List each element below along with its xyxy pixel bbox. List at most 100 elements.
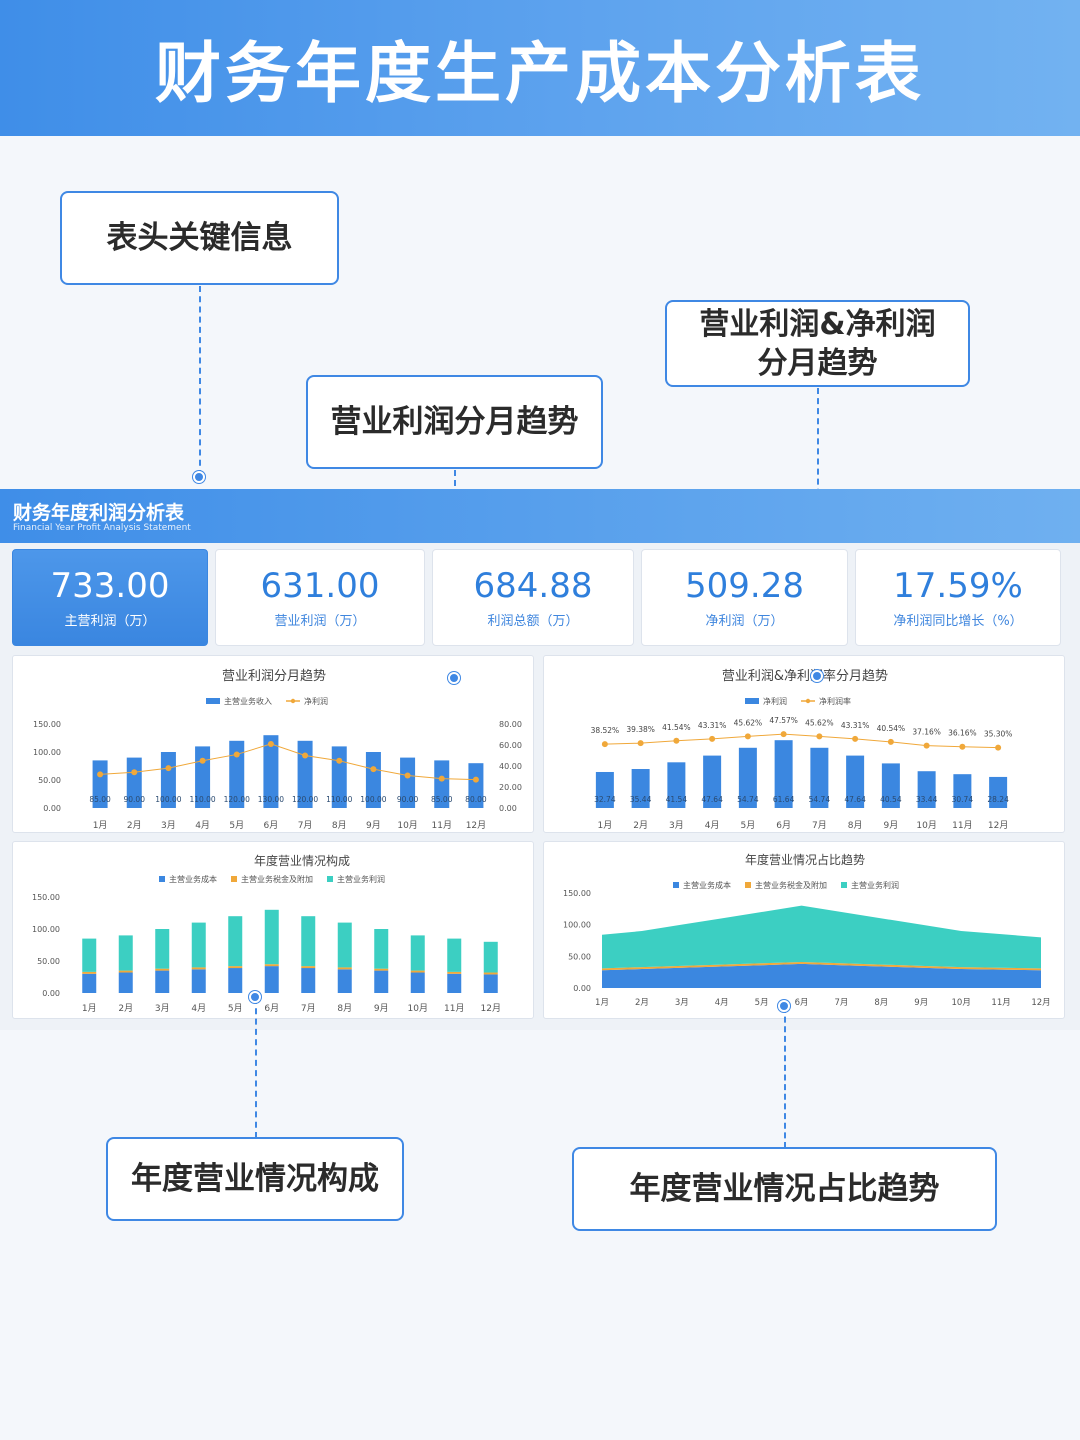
kpi-label: 主营利润（万） xyxy=(64,614,156,629)
kpi-label: 营业利润（万） xyxy=(274,614,366,629)
cost-area xyxy=(602,963,1041,988)
bar xyxy=(468,763,484,808)
bar xyxy=(126,757,142,808)
y-tick-label: 50.00 xyxy=(37,957,60,966)
stacked-bar-segment xyxy=(82,938,97,972)
connector-dot xyxy=(778,1000,790,1012)
line-point xyxy=(472,776,479,783)
kpi-value: 17.59% xyxy=(893,566,1023,606)
connector-line xyxy=(199,286,201,476)
chart-card: 营业利润&净利润率分月趋势 净利润 净利润率 32.74 1月 38.52% 35.44 2月… xyxy=(543,655,1065,833)
stacked-bar-segment xyxy=(337,922,352,968)
bar-value-label: 90.00 xyxy=(124,795,146,804)
line-value-label: 35.30% xyxy=(984,730,1013,739)
y-tick-label: 150.00 xyxy=(32,893,60,902)
chart-title: 营业利润分月趋势 xyxy=(222,668,326,684)
x-tick-label: 8月 xyxy=(848,820,863,831)
callout-header-info: 表头关键信息 xyxy=(60,191,339,285)
banner-title: 财务年度生产成本分析表 xyxy=(155,35,925,112)
bar-value-label: 90.00 xyxy=(397,795,419,804)
y2-tick-label: 60.00 xyxy=(499,741,522,750)
x-tick-label: 2月 xyxy=(118,1003,133,1014)
dashboard-header xyxy=(0,489,1080,543)
connector-line xyxy=(255,998,257,1138)
stacked-bar-segment xyxy=(118,970,133,973)
kpi-label: 净利润（万） xyxy=(705,614,784,629)
y-tick-label: 100.00 xyxy=(33,748,61,757)
chart-card: 营业利润分月趋势 主营业务收入 净利润 150.00 100.00 50.00 0.00 80… xyxy=(12,655,534,833)
line-point xyxy=(302,752,309,759)
bar-value-label: 100.00 xyxy=(360,795,386,804)
line-value-label: 41.54% xyxy=(662,723,691,732)
x-tick-label: 1月 xyxy=(82,1003,97,1014)
line-point xyxy=(601,741,608,748)
line-value-label: 43.31% xyxy=(841,721,870,730)
stacked-bar-segment xyxy=(447,971,462,974)
legend-label: 净利润 xyxy=(304,696,328,706)
kpi-total-profit[interactable]: 684.88 利润总额（万） xyxy=(432,549,634,646)
x-tick-label: 12月 xyxy=(988,820,1008,831)
x-tick-label: 2月 xyxy=(635,998,649,1008)
line-value-label: 37.16% xyxy=(912,728,941,737)
line-point xyxy=(673,737,680,744)
bar-value-label: 41.54 xyxy=(666,795,688,804)
x-tick-label: 4月 xyxy=(195,820,210,831)
legend-label: 主营业务税金及附加 xyxy=(241,874,313,884)
legend-label: 主营业务收入 xyxy=(224,696,272,706)
legend-swatch xyxy=(206,698,220,704)
bar xyxy=(400,757,416,808)
bar xyxy=(160,752,176,808)
stacked-bar-segment xyxy=(410,970,425,973)
stacked-bar-segment xyxy=(228,966,243,969)
kpi-operating-profit[interactable]: 631.00 营业利润（万） xyxy=(215,549,425,646)
line-value-label: 36.16% xyxy=(948,729,977,738)
line-point xyxy=(233,751,240,758)
bar xyxy=(989,776,1008,808)
y2-tick-label: 20.00 xyxy=(499,783,522,792)
callout-share-trend: 年度营业情况占比趋势 xyxy=(572,1147,997,1231)
legend-swatch xyxy=(745,698,759,704)
x-tick-label: 12月 xyxy=(466,820,486,831)
bar xyxy=(229,740,245,808)
bar-value-label: 28.24 xyxy=(987,795,1009,804)
y-tick-label: 100.00 xyxy=(563,921,591,930)
x-tick-label: 10月 xyxy=(408,1003,428,1014)
stacked-bar-segment xyxy=(264,964,279,967)
stacked-bar-segment xyxy=(264,909,279,965)
bar xyxy=(810,747,829,808)
stacked-bar-segment xyxy=(483,941,498,973)
line-point xyxy=(959,743,966,750)
legend-label: 主营业务利润 xyxy=(337,874,385,884)
x-tick-label: 8月 xyxy=(332,820,347,831)
stacked-bar-segment xyxy=(447,973,462,993)
line-point xyxy=(370,766,377,773)
x-tick-label: 6月 xyxy=(264,1003,279,1014)
stacked-bar-segment xyxy=(410,935,425,971)
y-tick-label: 50.00 xyxy=(38,776,61,785)
bar-value-label: 61.64 xyxy=(773,795,795,804)
x-tick-label: 12月 xyxy=(1031,998,1050,1008)
x-tick-label: 11月 xyxy=(432,820,452,831)
line-point xyxy=(438,775,445,782)
x-tick-label: 9月 xyxy=(884,820,899,831)
y-tick-label: 100.00 xyxy=(32,925,60,934)
kpi-main-profit[interactable]: 733.00 主营利润（万） xyxy=(12,549,208,646)
y-tick-label: 0.00 xyxy=(43,804,61,813)
x-tick-label: 6月 xyxy=(264,820,279,831)
chart-card: 年度营业情况占比趋势 主营业务成本 主营业务税金及附加 主营业务利润 150.00 100… xyxy=(543,841,1065,1019)
y-tick-label: 50.00 xyxy=(568,952,591,961)
line-point xyxy=(637,740,644,747)
line-point xyxy=(744,733,751,740)
x-tick-label: 1月 xyxy=(598,820,613,831)
bar xyxy=(917,771,936,808)
kpi-net-profit-growth[interactable]: 17.59% 净利润同比增长（%） xyxy=(855,549,1061,646)
bar xyxy=(738,747,757,808)
x-tick-label: 10月 xyxy=(952,998,971,1008)
bar xyxy=(774,740,793,808)
bar xyxy=(881,763,900,808)
line-point xyxy=(709,735,716,742)
bar xyxy=(263,735,279,808)
kpi-net-profit[interactable]: 509.28 净利润（万） xyxy=(641,549,848,646)
